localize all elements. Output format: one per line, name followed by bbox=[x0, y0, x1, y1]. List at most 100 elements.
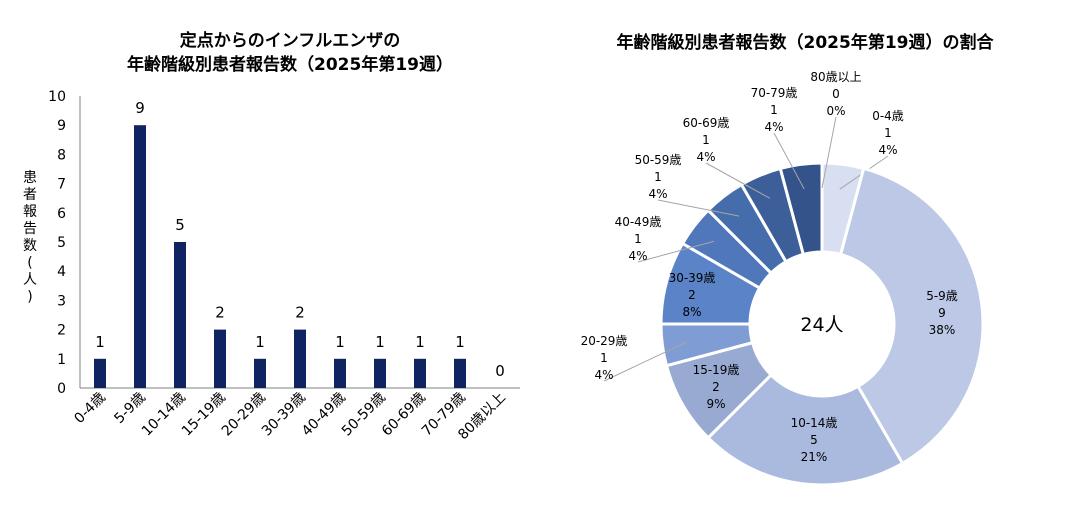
bar-chart-title-line-2: 年齢階級別患者報告数（2025年第19週） bbox=[127, 54, 453, 75]
y-tick-label: 5 bbox=[57, 235, 66, 251]
donut-slice-percent: 4% bbox=[648, 187, 667, 201]
y-axis-label-char: ) bbox=[27, 289, 32, 305]
y-tick-label: 3 bbox=[57, 293, 66, 309]
bar-value-label: 1 bbox=[255, 333, 265, 351]
donut-slice-label: 60-69歳 1 4% bbox=[683, 116, 730, 164]
bar-30-39歳 bbox=[294, 329, 306, 388]
bar-5-9歳 bbox=[134, 125, 146, 388]
bar-20-29歳 bbox=[254, 358, 266, 388]
donut-slice-label: 80歳以上 0 0% bbox=[810, 70, 861, 118]
donut-slice-count: 0 bbox=[832, 87, 840, 101]
donut-slice-category: 10-14歳 bbox=[791, 416, 838, 430]
donut-slice-category: 15-19歳 bbox=[693, 363, 740, 377]
donut-slice-category: 70-79歳 bbox=[751, 86, 798, 100]
bar-value-label: 9 bbox=[135, 99, 145, 117]
donut-slice-count: 5 bbox=[810, 433, 818, 447]
bar-value-label: 1 bbox=[95, 333, 105, 351]
donut-slice-category: 50-59歳 bbox=[635, 153, 682, 167]
bar-40-49歳 bbox=[334, 358, 346, 388]
bar-10-14歳 bbox=[174, 242, 186, 388]
donut-slice-category: 0-4歳 bbox=[872, 109, 904, 123]
donut-leader-line bbox=[705, 162, 771, 199]
donut-slice-label: 70-79歳 1 4% bbox=[751, 86, 798, 134]
bar-70-79歳 bbox=[454, 358, 466, 388]
donut-slice-label: 40-49歳 1 4% bbox=[615, 215, 662, 263]
y-axis-label-char: 告 bbox=[23, 221, 37, 237]
donut-slice-label: 20-29歳 1 4% bbox=[581, 334, 628, 382]
y-axis-label-char: 患 bbox=[23, 170, 37, 186]
y-tick-label: 6 bbox=[57, 206, 66, 222]
donut-slice-category: 30-39歳 bbox=[669, 271, 716, 285]
donut-slice-percent: 38% bbox=[929, 323, 956, 337]
donut-slice-label: 15-19歳 2 9% bbox=[693, 363, 740, 411]
donut-slice-percent: 4% bbox=[696, 150, 715, 164]
donut-slice-count: 1 bbox=[770, 103, 778, 117]
y-axis-label-char: 人 bbox=[23, 272, 37, 288]
donut-slice-category: 60-69歳 bbox=[683, 116, 730, 130]
bar-value-label: 2 bbox=[295, 304, 305, 322]
donut-slice-percent: 4% bbox=[878, 143, 897, 157]
bar-60-69歳 bbox=[414, 358, 426, 388]
donut-slice-count: 1 bbox=[884, 126, 892, 140]
donut-slice-count: 2 bbox=[712, 380, 720, 394]
donut-slice-count: 1 bbox=[600, 351, 608, 365]
donut-slice-category: 80歳以上 bbox=[810, 70, 861, 84]
y-tick-label: 7 bbox=[57, 177, 66, 193]
bar-chart-y-axis-label: 患者報告数(人) bbox=[23, 170, 37, 305]
bar-value-label: 1 bbox=[455, 333, 465, 351]
donut-leader-line bbox=[657, 199, 740, 217]
donut-leader-line bbox=[603, 341, 688, 382]
donut-slice-70-79歳 bbox=[778, 161, 824, 257]
y-tick-label: 0 bbox=[57, 381, 66, 397]
donut-leader-line bbox=[821, 116, 837, 189]
donut-slice-category: 5-9歳 bbox=[926, 289, 958, 303]
bar-15-19歳 bbox=[214, 329, 226, 388]
bar-value-label: 1 bbox=[415, 333, 425, 351]
donut-slice-10-14歳 bbox=[706, 372, 905, 487]
donut-slice-count: 1 bbox=[634, 232, 642, 246]
bar-0-4歳 bbox=[94, 358, 106, 388]
donut-center-total: 24人 bbox=[800, 314, 843, 336]
y-tick-label: 9 bbox=[57, 118, 66, 134]
donut-leader-line bbox=[773, 132, 805, 190]
donut-slice-count: 1 bbox=[702, 133, 710, 147]
donut-slice-percent: 9% bbox=[706, 397, 725, 411]
bar-value-label: 5 bbox=[175, 216, 185, 234]
y-tick-label: 10 bbox=[48, 89, 66, 105]
donut-leader-line bbox=[637, 240, 715, 263]
bar-chart-title-line-1: 定点からのインフルエンザの bbox=[180, 30, 401, 51]
y-axis-label-char: ( bbox=[27, 255, 32, 271]
donut-slice-label: 0-4歳 1 4% bbox=[872, 109, 904, 157]
bar-50-59歳 bbox=[374, 358, 386, 388]
y-tick-label: 4 bbox=[57, 264, 66, 280]
donut-slice-label: 5-9歳 9 38% bbox=[926, 289, 958, 337]
donut-slice-5-9歳 bbox=[838, 166, 985, 466]
donut-slice-percent: 8% bbox=[682, 305, 701, 319]
donut-slice-percent: 21% bbox=[801, 450, 828, 464]
donut-slice-label: 10-14歳 5 21% bbox=[791, 416, 838, 464]
donut-slice-label: 50-59歳 1 4% bbox=[635, 153, 682, 201]
donut-slice-count: 9 bbox=[938, 306, 946, 320]
donut-slice-count: 1 bbox=[654, 170, 662, 184]
donut-slice-percent: 4% bbox=[628, 249, 647, 263]
y-tick-label: 1 bbox=[57, 352, 66, 368]
bar-value-label: 1 bbox=[375, 333, 385, 351]
donut-slice-percent: 0% bbox=[826, 104, 845, 118]
donut-slice-category: 20-29歳 bbox=[581, 334, 628, 348]
y-axis-label-char: 数 bbox=[23, 238, 37, 254]
donut-slice-percent: 4% bbox=[594, 368, 613, 382]
y-tick-label: 8 bbox=[57, 147, 66, 163]
bar-value-label: 0 bbox=[495, 362, 505, 380]
bar-value-label: 1 bbox=[335, 333, 345, 351]
donut-slice-label: 30-39歳 2 8% bbox=[669, 271, 716, 319]
donut-slice-percent: 4% bbox=[764, 120, 783, 134]
y-axis-label-char: 報 bbox=[23, 204, 37, 220]
y-tick-label: 2 bbox=[57, 323, 66, 339]
donut-chart-title: 年齢階級別患者報告数（2025年第19週）の割合 bbox=[617, 32, 995, 53]
donut-slice-category: 40-49歳 bbox=[615, 215, 662, 229]
donut-slice-count: 2 bbox=[688, 288, 696, 302]
bar-value-label: 2 bbox=[215, 304, 225, 322]
